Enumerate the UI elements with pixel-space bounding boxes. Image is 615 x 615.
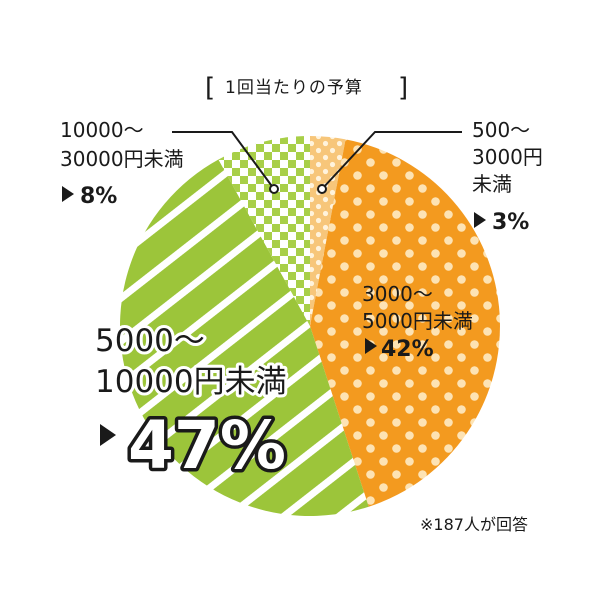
label-10000-30000-line2: 30000円未満 (60, 147, 184, 171)
label-5000-10000-line2: 10000円未満 (95, 364, 287, 400)
label-10000-30000-line1: 10000〜 (60, 118, 144, 142)
chart-title: 1回当たりの予算 (225, 78, 363, 98)
title-bracket-left: [ (205, 73, 215, 103)
leader-dot-500-3000 (317, 184, 327, 194)
leader-dot-10000-30000 (269, 184, 279, 194)
triangle-marker-icon (365, 338, 377, 354)
label-5000-10000-line1: 5000〜 (95, 323, 205, 359)
pie-slice-5000-10000 (120, 159, 369, 516)
triangle-marker-icon (62, 186, 74, 202)
pct-3000-5000: 42% (381, 337, 434, 362)
pct-10000-30000: 8% (80, 184, 117, 209)
label-3000-5000-line1: 3000〜 (362, 282, 433, 306)
label-500-3000-line2: 3000円 (472, 145, 543, 169)
pie-slice-500-3000 (310, 136, 346, 326)
leader-lines (172, 131, 462, 194)
label-500-3000-line3: 未満 (472, 172, 512, 196)
label-500-3000: 500〜 3000円 未満 3% (472, 118, 543, 235)
footnote: ※187人が回答 (420, 515, 528, 534)
label-3000-5000: 3000〜 5000円未満 42% (362, 282, 473, 362)
pie-slices (120, 136, 500, 516)
pct-500-3000: 3% (492, 210, 529, 235)
pie-slice-3000-5000 (310, 139, 500, 507)
label-3000-5000-line2: 5000円未満 (362, 309, 473, 333)
pie-slice-10000-30000 (218, 136, 310, 326)
title-bracket-right: ] (398, 73, 408, 103)
leader-line-10000-30000 (172, 131, 275, 190)
triangle-marker-icon (100, 424, 116, 446)
leader-line-500-3000 (321, 131, 462, 190)
triangle-marker-icon (474, 212, 486, 228)
label-5000-10000: 5000〜 10000円未満 47% (92, 320, 290, 488)
pct-5000-10000: 47% (128, 407, 286, 484)
label-10000-30000: 10000〜 30000円未満 8% (60, 118, 184, 209)
label-500-3000-line1: 500〜 (472, 118, 530, 142)
